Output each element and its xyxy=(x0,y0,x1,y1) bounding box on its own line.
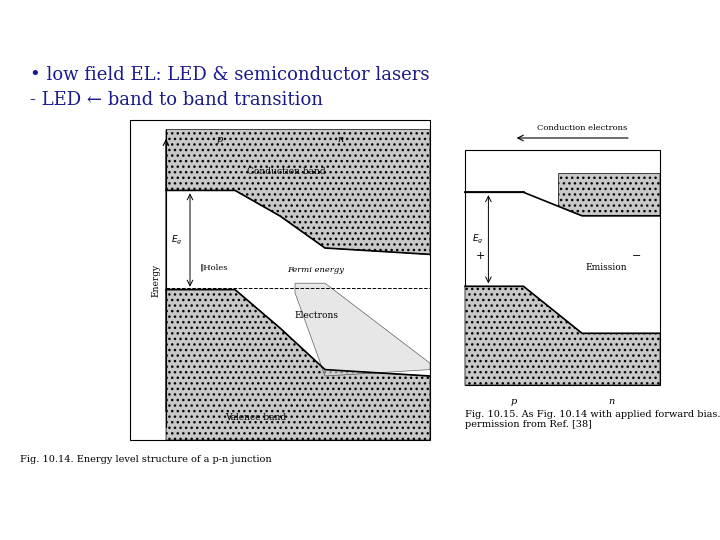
Text: Electrons: Electrons xyxy=(294,310,338,320)
Bar xyxy=(130,120,430,440)
Polygon shape xyxy=(465,286,660,385)
Text: n: n xyxy=(608,397,614,406)
Text: • low field EL: LED & semiconductor lasers: • low field EL: LED & semiconductor lase… xyxy=(30,66,430,84)
Text: p: p xyxy=(217,134,223,144)
Text: p: p xyxy=(510,397,517,406)
Text: +: + xyxy=(476,251,485,261)
Text: ‖Holes: ‖Holes xyxy=(199,263,228,271)
Text: - LED ← band to band transition: - LED ← band to band transition xyxy=(30,91,323,109)
Text: $E_g$: $E_g$ xyxy=(171,233,182,247)
Text: Fig. 10.15. As Fig. 10.14 with applied forward bias. Figs 10.14 and 10.15 are re: Fig. 10.15. As Fig. 10.14 with applied f… xyxy=(465,410,720,429)
Text: Fig. 10.14. Energy level structure of a p-n junction: Fig. 10.14. Energy level structure of a … xyxy=(20,455,271,464)
Text: Energy: Energy xyxy=(151,264,161,296)
Polygon shape xyxy=(559,173,660,216)
Text: n: n xyxy=(337,134,343,144)
Text: Fermi energy: Fermi energy xyxy=(287,266,344,274)
Bar xyxy=(465,150,660,385)
Polygon shape xyxy=(166,289,430,440)
Text: Conduction band: Conduction band xyxy=(247,167,325,176)
Text: Valence band: Valence band xyxy=(225,413,287,422)
Text: Conduction electrons: Conduction electrons xyxy=(537,124,628,132)
Polygon shape xyxy=(166,130,430,254)
Text: $E_g$: $E_g$ xyxy=(472,233,483,246)
Text: Emission: Emission xyxy=(586,263,628,272)
Text: −: − xyxy=(632,251,642,261)
Polygon shape xyxy=(295,283,430,376)
